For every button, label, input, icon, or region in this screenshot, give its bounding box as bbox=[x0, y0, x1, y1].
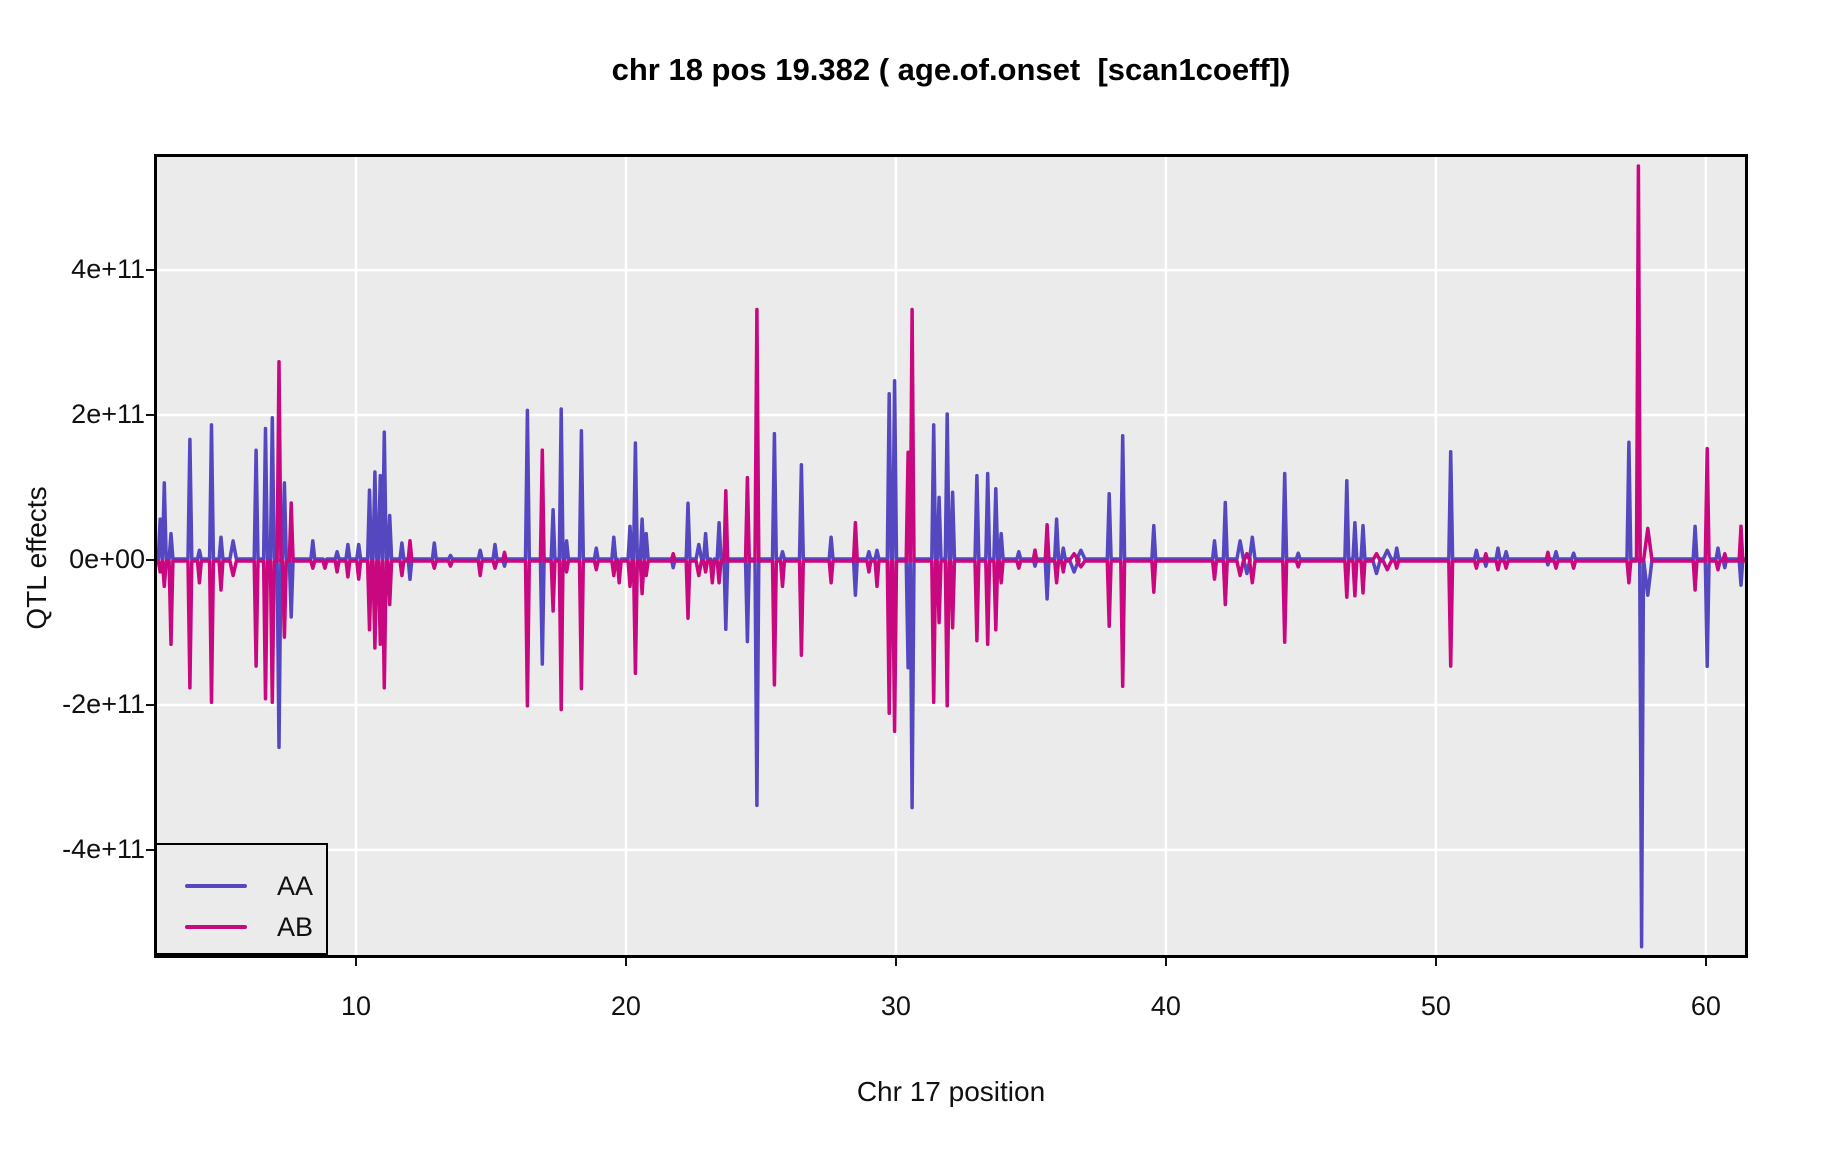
x-tick-label: 60 bbox=[1690, 991, 1721, 1021]
legend: AA AB bbox=[155, 843, 328, 955]
y-tick-mark bbox=[146, 558, 154, 562]
x-tick-label: 10 bbox=[340, 991, 371, 1021]
y-tick-label: -4e+11 bbox=[62, 833, 145, 864]
x-tick-label: 40 bbox=[1150, 991, 1181, 1021]
x-tick-mark bbox=[1704, 958, 1708, 966]
x-tick-mark bbox=[624, 958, 628, 966]
x-tick-mark bbox=[894, 958, 898, 966]
y-tick-label: 2e+11 bbox=[71, 399, 145, 430]
x-tick-mark bbox=[1164, 958, 1168, 966]
x-tick-label: 30 bbox=[880, 991, 911, 1021]
qtl-effects-line-chart bbox=[157, 157, 1745, 955]
aa-effect-line bbox=[157, 378, 1745, 949]
x-axis-title: Chr 17 position bbox=[856, 1076, 1046, 1107]
ab-effect-line bbox=[157, 164, 1745, 734]
y-tick-label: 4e+11 bbox=[71, 254, 145, 285]
legend-item-ab: AB bbox=[157, 912, 326, 942]
ab-line-swatch bbox=[185, 925, 247, 929]
legend-item-aa: AA bbox=[157, 871, 326, 901]
aa-line-swatch bbox=[185, 884, 247, 888]
x-tick-mark bbox=[354, 958, 358, 966]
x-tick-label: 50 bbox=[1420, 991, 1451, 1021]
y-axis-title: QTL effects bbox=[21, 486, 52, 630]
plot-panel bbox=[154, 154, 1748, 958]
x-tick-mark bbox=[1434, 958, 1438, 966]
y-tick-mark bbox=[146, 268, 154, 272]
y-tick-label: 0e+00 bbox=[69, 543, 145, 574]
legend-label-ab: AB bbox=[277, 912, 314, 942]
x-tick-label: 20 bbox=[610, 991, 641, 1021]
y-tick-label: -2e+11 bbox=[62, 688, 145, 719]
chart-title: chr 18 pos 19.382 ( age.of.onset [scan1c… bbox=[611, 52, 1291, 87]
y-tick-mark bbox=[146, 703, 154, 707]
y-tick-mark bbox=[146, 848, 154, 852]
y-tick-mark bbox=[146, 413, 154, 417]
legend-label-aa: AA bbox=[277, 871, 314, 901]
